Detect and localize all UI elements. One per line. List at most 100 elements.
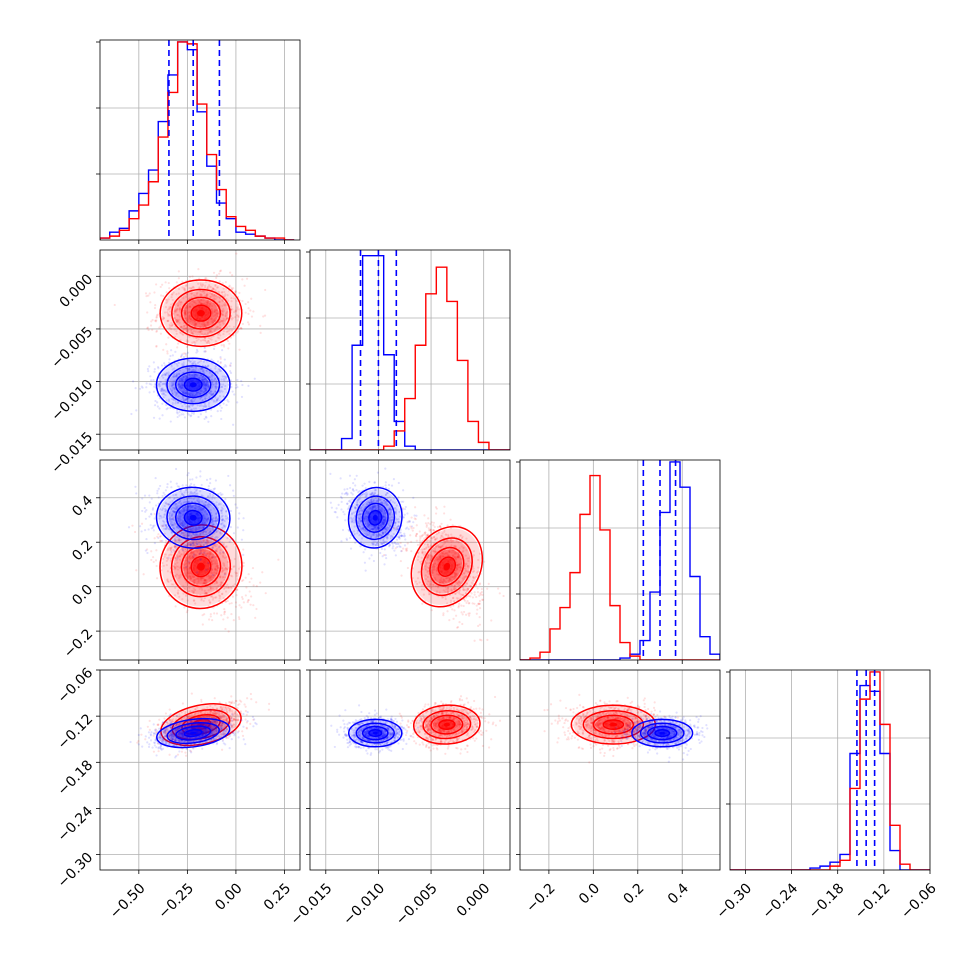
density-blue-4 — [659, 731, 666, 735]
x-tick-label: −0.010 — [340, 880, 388, 928]
contour-red-3 — [602, 719, 625, 730]
panel-frame — [99, 669, 301, 871]
contour-red-3 — [437, 556, 457, 577]
contour-blue-2 — [647, 725, 678, 741]
contour-blue-0 — [631, 718, 694, 748]
x-tick-label: −0.18 — [806, 880, 848, 922]
panel-frame — [99, 249, 301, 451]
contour-blue-3 — [368, 729, 383, 738]
contour-red-2 — [430, 714, 464, 735]
x-tick-label: 0.00 — [212, 880, 245, 913]
contour-blue-3 — [654, 729, 671, 738]
contour-red-0 — [410, 525, 484, 608]
density-red-4 — [443, 722, 450, 727]
y-tick-label: −0.015 — [48, 429, 96, 477]
density-blue-4 — [372, 514, 378, 521]
scatter-panel-0-2 — [96, 459, 301, 664]
contour-blue-2 — [174, 371, 212, 399]
histogram-blue — [730, 684, 930, 870]
y-tick-label: −0.06 — [55, 665, 97, 707]
contour-blue-3 — [368, 509, 383, 526]
x-tick-label: −0.24 — [760, 880, 802, 922]
y-tick-label: 0.2 — [69, 537, 96, 564]
contour-blue-0 — [156, 717, 231, 749]
contour-red-3 — [190, 555, 212, 578]
panel-frame — [519, 669, 721, 871]
contour-red-1 — [582, 710, 645, 740]
scatter-panel-0-1 — [96, 249, 301, 454]
contour-red-3 — [438, 719, 456, 730]
density-blue-4 — [372, 731, 378, 735]
x-tick-label: −0.2 — [523, 880, 558, 915]
contour-red-2 — [180, 546, 222, 588]
y-tick-label: −0.30 — [55, 850, 97, 892]
contour-red-3 — [190, 304, 212, 322]
x-tick-label: −0.12 — [852, 880, 894, 922]
contour-red-2 — [592, 714, 635, 735]
density-blue-4 — [189, 382, 197, 388]
x-tick-label: −0.06 — [898, 880, 940, 922]
contour-red-1 — [171, 709, 231, 741]
x-tick-label: −0.50 — [107, 880, 149, 922]
scatter-panel-0-3 — [96, 669, 301, 874]
histogram-red — [100, 41, 295, 240]
contour-blue-1 — [355, 722, 395, 744]
x-tick-label: 0.4 — [665, 880, 692, 907]
density-red-4 — [197, 562, 205, 571]
contour-blue-0 — [347, 486, 403, 549]
histogram-red — [730, 671, 930, 870]
density-red-4 — [609, 722, 618, 727]
contour-blue-0 — [155, 486, 231, 549]
histogram-blue — [310, 255, 510, 450]
y-tick-label: −0.18 — [55, 757, 97, 799]
y-tick-label: −0.010 — [48, 377, 96, 425]
hist-panel-3 — [726, 669, 931, 874]
x-tick-label: 0.2 — [620, 880, 647, 907]
histogram-blue — [520, 461, 720, 660]
contour-blue-1 — [355, 495, 396, 541]
density-blue-4 — [189, 731, 197, 735]
contour-red-0 — [412, 704, 481, 745]
x-tick-label: 0.0 — [576, 880, 603, 907]
scatter-panel-1-2 — [306, 459, 511, 664]
y-tick-label: 0.0 — [69, 582, 96, 609]
y-tick-label: −0.24 — [55, 803, 97, 845]
panel-frame — [519, 459, 721, 661]
contour-blue-0 — [347, 718, 403, 748]
panel-frame — [99, 39, 301, 241]
contour-red-0 — [570, 704, 657, 745]
contour-red-2 — [429, 546, 465, 587]
hist-panel-2 — [516, 459, 721, 664]
contour-blue-1 — [166, 721, 220, 745]
contour-blue-2 — [175, 725, 212, 741]
panel-frame — [309, 669, 511, 871]
contour-blue-3 — [183, 728, 203, 738]
contour-blue-1 — [166, 365, 221, 405]
contour-blue-2 — [174, 502, 212, 533]
contour-blue-1 — [166, 495, 221, 541]
scatter-panel-2-3 — [516, 669, 721, 874]
y-tick-label: −0.2 — [61, 626, 96, 661]
hist-panel-1 — [306, 249, 511, 454]
density-red-4 — [443, 562, 451, 571]
scatter-panel-1-3 — [306, 669, 511, 874]
y-tick-label: −0.12 — [55, 711, 97, 753]
histogram-red — [520, 474, 720, 660]
contour-red-2 — [180, 296, 222, 330]
density-blue-4 — [189, 514, 197, 521]
contour-blue-2 — [361, 725, 389, 741]
contour-blue-0 — [155, 357, 231, 413]
contour-blue-3 — [183, 377, 203, 392]
panel-frame — [729, 669, 931, 871]
panel-frame — [99, 459, 301, 661]
contour-red-1 — [422, 709, 472, 740]
x-tick-label: 0.25 — [261, 880, 294, 913]
y-tick-label: −0.005 — [48, 324, 96, 372]
x-tick-label: −0.015 — [288, 880, 336, 928]
panel-frame — [309, 459, 511, 661]
density-red-4 — [197, 310, 205, 317]
panel-frame — [309, 249, 511, 451]
contour-red-1 — [420, 537, 473, 597]
contour-red-1 — [170, 536, 231, 598]
